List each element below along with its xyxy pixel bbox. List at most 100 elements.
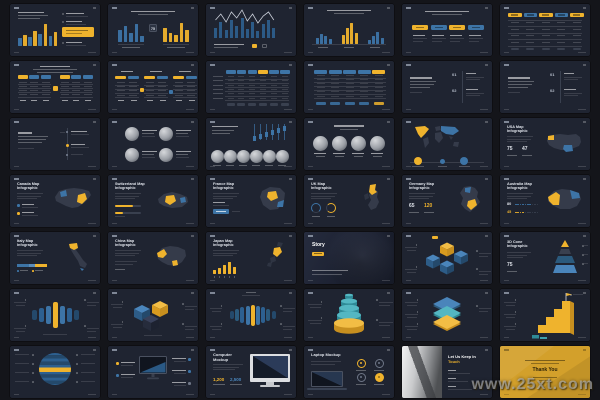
- skeleton-line: [448, 386, 456, 388]
- slide-thumbnail-5-stat-buttons[interactable]: [402, 4, 492, 56]
- slide-thumbnail-12-agenda-numbered-alt[interactable]: 01 02: [500, 61, 590, 113]
- slide-thumbnail-4-grouped-bars[interactable]: [304, 4, 394, 56]
- slide-thumbnail-30-cone-3d[interactable]: 3D Cone Infographic 75: [500, 232, 590, 284]
- slide-thumbnail-2-bar-comparison[interactable]: 75: [108, 4, 198, 56]
- slide-thumbnail-13-timeline-vertical[interactable]: [10, 118, 100, 170]
- skeleton-line: [310, 322, 321, 324]
- slide-footer-right: [186, 165, 194, 167]
- slide-thumbnail-19-canada-map[interactable]: Canada Map Infographic: [10, 175, 100, 227]
- slide-thumbnail-29-cubes-3d[interactable]: [402, 232, 492, 284]
- skeleton-line: [83, 94, 92, 96]
- skeleton-line: [61, 94, 69, 96]
- slide-thumbnail-36-stairs-3d[interactable]: [500, 289, 590, 341]
- slide-thumbnail-10-comparison-table-5col[interactable]: [304, 61, 394, 113]
- skeleton-line: [507, 254, 527, 256]
- slide-thumbnail-20-switzerland-map[interactable]: Switzerland Map Infographic: [108, 175, 198, 227]
- slide-thumbnail-34-discs-3d[interactable]: [304, 289, 394, 341]
- skeleton-line: [360, 83, 369, 85]
- title-skeleton: [425, 11, 469, 13]
- slide-thumbnail-27-japan-map[interactable]: Japan Map Infographic: [206, 232, 296, 284]
- bullet-dot: [223, 276, 225, 278]
- slab: [39, 308, 44, 322]
- map-title: France Map Infographic: [213, 182, 235, 191]
- slide-thumbnail-15-team-six-chart[interactable]: [206, 118, 296, 170]
- skeleton-line: [142, 130, 157, 132]
- slide-thumbnail-32-cube-cluster-3d[interactable]: [108, 289, 198, 341]
- slide-footer-right: [88, 51, 96, 53]
- bullet-dot: [416, 299, 418, 301]
- slide-thumbnail-26-china-map[interactable]: China Map Infographic: [108, 232, 198, 284]
- slide-logo: [504, 235, 509, 237]
- slide-thumbnail-7-pricing-tables-duo[interactable]: [10, 61, 100, 113]
- skeleton-line: [283, 328, 292, 330]
- slide-thumbnail-39-computer-mockup[interactable]: Computer Mockup 1,200 2,500: [206, 346, 296, 398]
- skeleton-line: [412, 166, 424, 167]
- progress-dot: [536, 203, 539, 205]
- plan-header-pill: [71, 75, 82, 79]
- slide-thumbnail-25-italy-map[interactable]: Italy Map Infographic: [10, 232, 100, 284]
- slide-thumbnail-41-contact[interactable]: Let Us Keep In Touch: [402, 346, 492, 398]
- plan-header-pill: [127, 75, 139, 79]
- slide-thumbnail-8-pricing-tables-trio[interactable]: [108, 61, 198, 113]
- column-header-pill: [280, 70, 290, 74]
- slide-thumbnail-38-monitor-features[interactable]: [108, 346, 198, 398]
- progress-dot: [524, 211, 527, 213]
- slide-thumbnail-35-layers-3d[interactable]: [402, 289, 492, 341]
- column-header-pill: [314, 70, 327, 74]
- skeleton-line: [228, 262, 231, 274]
- slide-thumbnail-21-france-map[interactable]: France Map Infographic: [206, 175, 296, 227]
- slide-thumbnail-6-matrix-table[interactable]: [500, 4, 590, 56]
- slide-thumbnail-17-world-map[interactable]: [402, 118, 492, 170]
- skeleton-line: [213, 80, 223, 82]
- slide-thumbnail-3-line-chart[interactable]: [206, 4, 296, 56]
- progress-dot: [534, 211, 536, 213]
- skeleton-line: [17, 264, 29, 267]
- skeleton-line: [18, 139, 46, 140]
- column-header-pill: [258, 70, 268, 74]
- slide-thumbnail-28-story-photo[interactable]: Story: [304, 232, 394, 284]
- slide-thumbnail-9-comparison-table-6col[interactable]: [206, 61, 296, 113]
- skeleton-line: [115, 252, 139, 254]
- slide-footer-left: [112, 393, 117, 395]
- skeleton-line: [526, 47, 535, 50]
- slide-thumbnail-11-agenda-numbered[interactable]: 01 02: [402, 61, 492, 113]
- progress-dot: [522, 211, 524, 213]
- skeleton-line: [33, 69, 77, 70]
- slide-thumbnail-37-sphere-3d[interactable]: [10, 346, 100, 398]
- slide-footer-right: [382, 51, 390, 53]
- skeleton-line: [542, 14, 550, 16]
- slide-thumbnail-42-thank-you[interactable]: Thank You: [500, 346, 590, 398]
- avatar: [210, 149, 224, 163]
- slide-menu-icon: [191, 178, 194, 180]
- stat-pill: [412, 25, 428, 30]
- slide-thumbnail-33-barrel-3d[interactable]: [206, 289, 296, 341]
- slide-thumbnail-14-team-grid-4[interactable]: [108, 118, 198, 170]
- avatar: [350, 135, 366, 151]
- slide-thumbnail-1-bar-chart-agenda[interactable]: [10, 4, 100, 56]
- skeleton-line: [71, 146, 89, 148]
- plan-header-pill: [115, 75, 126, 79]
- slide-footer-left: [14, 279, 19, 281]
- barrel-band: [261, 307, 266, 323]
- slide-thumbnail-16-team-row-4[interactable]: [304, 118, 394, 170]
- slide-menu-icon: [387, 178, 390, 180]
- slide-footer-right: [480, 165, 488, 167]
- slide-logo: [308, 121, 313, 123]
- bar: [28, 37, 32, 46]
- avatar: [125, 127, 139, 141]
- skeleton-line: [81, 372, 95, 374]
- slide-thumbnail-24-australia-map[interactable]: Australia Map Infographic 80 45: [500, 175, 590, 227]
- bullet-dot: [32, 381, 34, 383]
- slide-thumbnail-40-laptop-mockup[interactable]: Laptop Mockup: [304, 346, 394, 398]
- skeleton-line: [118, 100, 124, 102]
- skeleton-line: [242, 295, 260, 296]
- skeleton-line: [572, 41, 581, 43]
- skeleton-line: [248, 103, 257, 106]
- skeleton-line: [510, 35, 519, 36]
- slide-footer-left: [504, 108, 509, 110]
- skeleton-line: [374, 384, 384, 385]
- slide-thumbnail-31-slabs-3d[interactable]: [10, 289, 100, 341]
- slide-thumbnail-18-usa-map[interactable]: USA Map Infographic 75 47: [500, 118, 590, 170]
- slide-thumbnail-22-uk-map[interactable]: UK Map Infographic: [304, 175, 394, 227]
- slide-thumbnail-23-germany-map[interactable]: Germany Map Infographic 65 120: [402, 175, 492, 227]
